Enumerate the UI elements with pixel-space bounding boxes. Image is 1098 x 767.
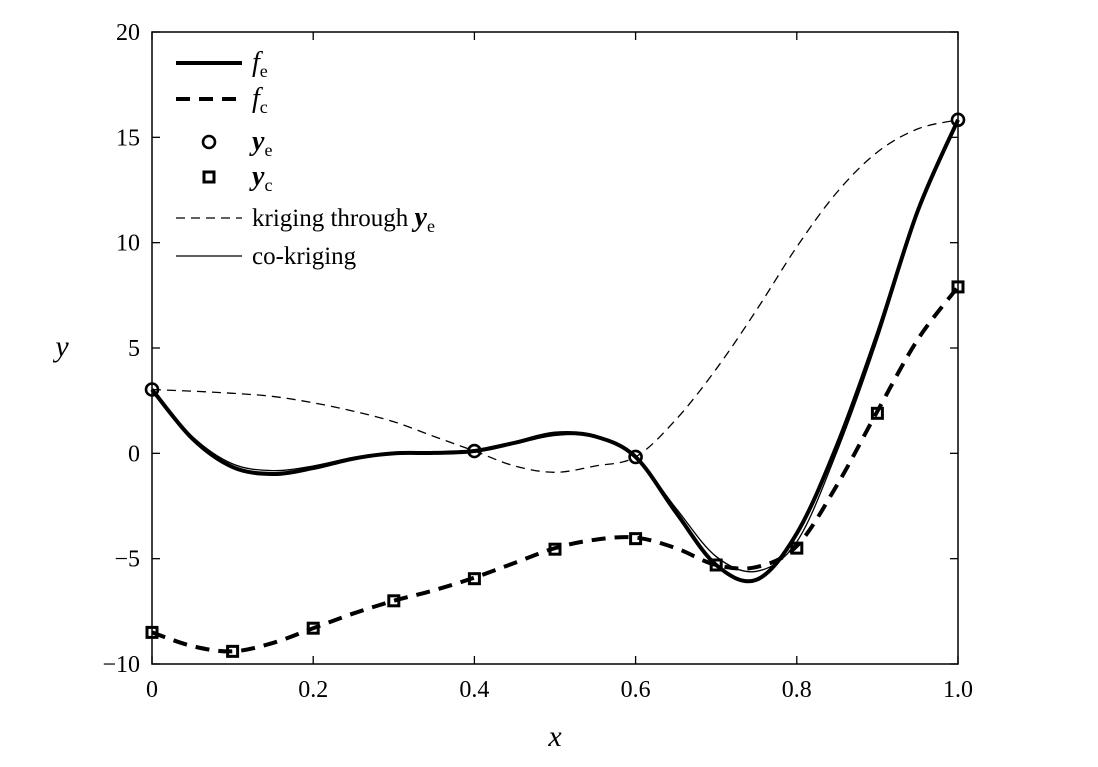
- y-tick-label: 10: [116, 231, 140, 257]
- x-tick-label: 0.8: [782, 677, 812, 703]
- y-tick-label: 0: [128, 441, 140, 467]
- x-tick-label: 0.4: [459, 677, 489, 703]
- marker-ye-point: [628, 449, 643, 465]
- marker-yc-point: [306, 621, 320, 635]
- x-tick-label: 0.2: [298, 677, 328, 703]
- legend-item-ye: ye: [201, 126, 272, 160]
- legend-label-kriging: kriging through ye: [252, 202, 435, 236]
- legend-label-fc: fc: [252, 83, 268, 117]
- marker-yc-point: [709, 558, 723, 572]
- axes: 0 0.2 0.4 0.6 0.8 1.0 −10 −5 0 5 10 15 20: [102, 20, 973, 703]
- plot-area: [144, 112, 966, 658]
- legend-item-yc: yc: [202, 161, 272, 195]
- series-line-cokriging: [151, 119, 959, 573]
- axes-frame: [151, 31, 959, 665]
- legend-swatch-yc: [202, 170, 216, 184]
- y-tick-label: 20: [116, 20, 140, 46]
- marker-yc-point: [387, 594, 401, 608]
- series-line-fe: [150, 119, 960, 584]
- y-tick-label: 5: [128, 336, 140, 362]
- marker-yc-point: [629, 532, 643, 546]
- legend-label-fe: fe: [252, 47, 268, 81]
- series-line-fc: [151, 285, 960, 654]
- marker-yc-point: [870, 406, 884, 420]
- marker-yc-point: [467, 572, 481, 586]
- marker-yc-point: [226, 644, 240, 658]
- legend-label-yc: yc: [249, 161, 272, 195]
- legend-item-kriging: kriging through ye: [176, 202, 435, 236]
- legend-item-cokriging: co-kriging: [176, 243, 357, 270]
- y-tick-label: 15: [116, 125, 140, 151]
- series-line-kriging: [151, 119, 959, 473]
- x-tick-label: 0.6: [621, 677, 651, 703]
- legend-item-fc: fc: [176, 83, 268, 117]
- marker-ye-point: [467, 443, 482, 459]
- x-axis-label: x: [547, 720, 562, 753]
- y-tick-label: −5: [114, 547, 140, 573]
- x-tick-label: 0: [146, 677, 158, 703]
- legend-label-cokriging: co-kriging: [252, 243, 357, 270]
- x-tick-label: 1.0: [943, 677, 973, 703]
- y-axis-label: y: [52, 330, 69, 363]
- legend-label-ye: ye: [249, 126, 272, 160]
- marker-yc-point: [548, 542, 562, 556]
- marker-yc-point: [790, 541, 804, 555]
- legend-item-fe: fe: [176, 47, 268, 81]
- legend-swatch-ye: [201, 134, 217, 150]
- y-tick-label: −10: [102, 652, 140, 678]
